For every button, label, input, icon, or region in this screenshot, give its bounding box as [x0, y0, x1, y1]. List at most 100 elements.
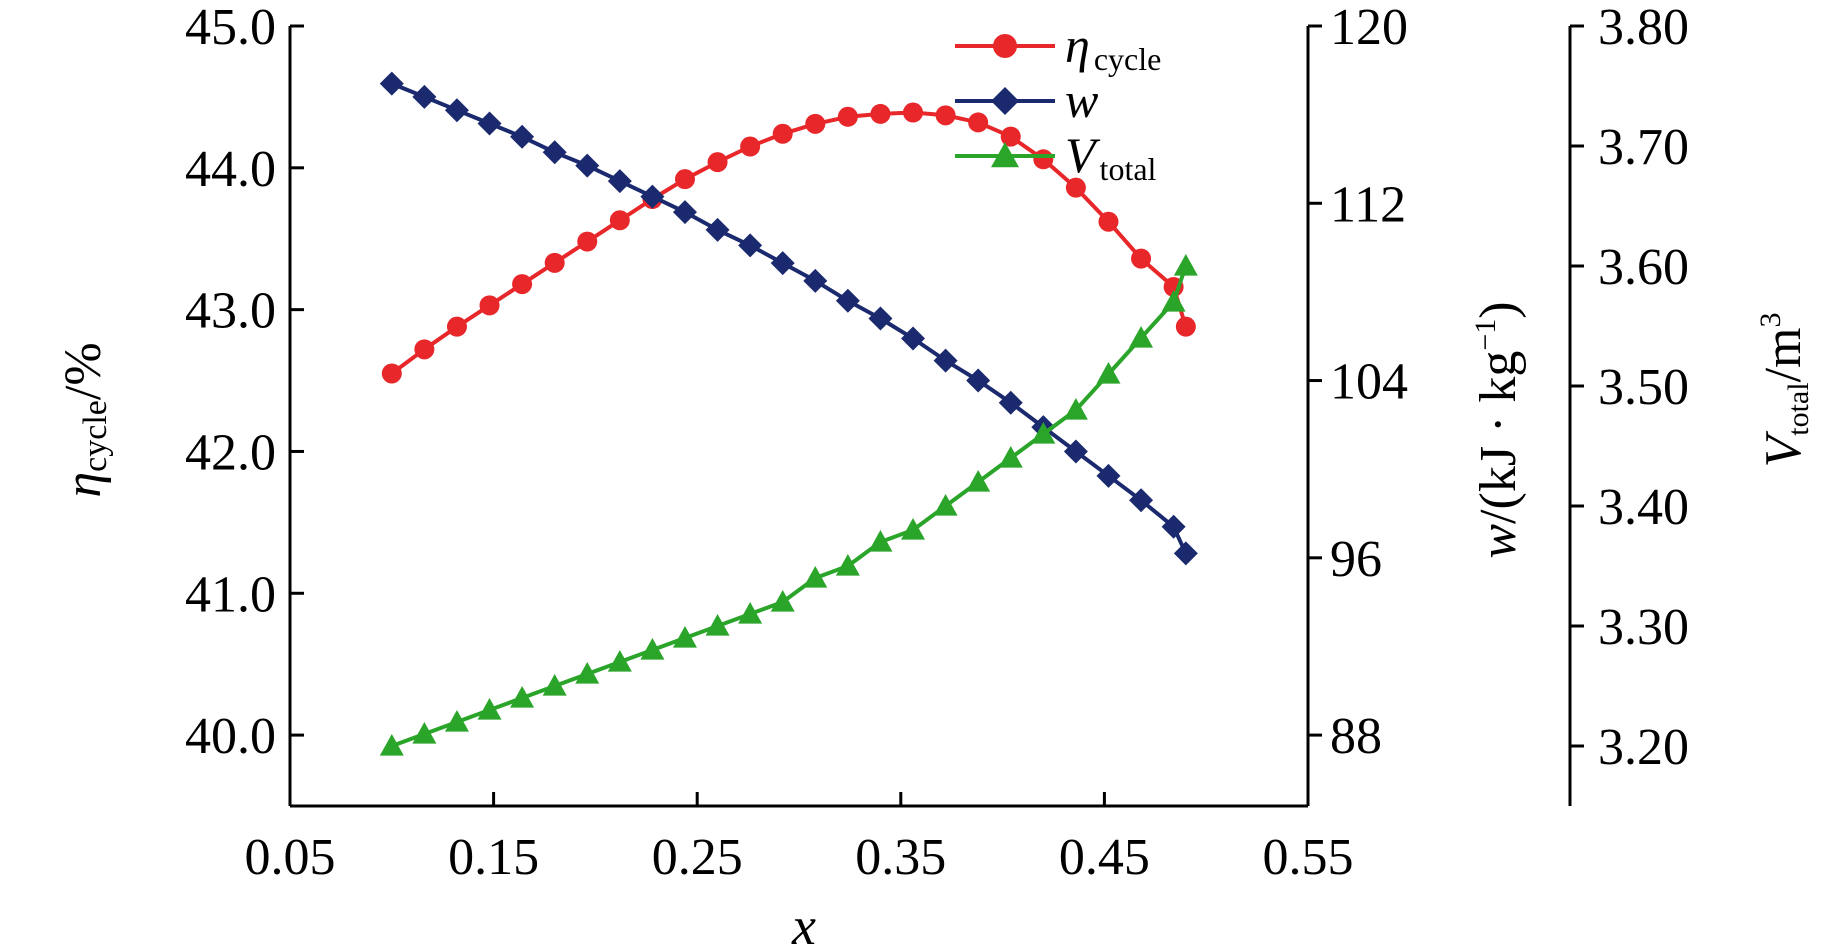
data-point-w — [1173, 541, 1198, 566]
data-point-w — [1161, 514, 1186, 539]
left-y-tick-label: 45.0 — [185, 0, 276, 56]
far-right-y-tick-label: 3.60 — [1598, 239, 1689, 296]
data-point-eta — [740, 136, 761, 157]
far-right-y-axis-label: Vtotal/m3 — [1754, 313, 1815, 468]
data-point-v — [998, 446, 1023, 468]
x-tick-label: 0.15 — [448, 829, 539, 886]
data-point-w — [607, 169, 632, 194]
data-point-w — [1129, 488, 1154, 513]
x-tick-label: 0.55 — [1263, 829, 1354, 886]
data-point-w — [640, 184, 665, 209]
right-y-tick-label: 96 — [1330, 531, 1382, 588]
data-point-eta — [512, 274, 533, 295]
left-y-tick-label: 43.0 — [185, 283, 276, 340]
data-point-eta — [1065, 177, 1086, 198]
data-point-v — [477, 698, 502, 720]
data-point-v — [1096, 362, 1121, 384]
data-point-v — [575, 662, 600, 684]
data-point-v — [901, 518, 926, 540]
x-tick-label: 0.45 — [1059, 829, 1150, 886]
data-point-v — [770, 590, 795, 612]
data-point-v — [868, 530, 893, 552]
data-point-eta — [772, 123, 793, 144]
data-point-w — [966, 368, 991, 393]
legend-swatch-marker — [993, 34, 1017, 58]
left-y-axis-label: ηcycle/% — [55, 342, 114, 497]
data-point-w — [835, 288, 860, 313]
data-point-eta — [674, 169, 695, 190]
data-point-w — [1063, 439, 1088, 464]
data-point-w — [738, 233, 763, 258]
data-point-w — [379, 71, 404, 96]
data-point-w — [477, 111, 502, 136]
right-y-tick-label: 88 — [1330, 708, 1382, 765]
data-point-eta — [1131, 248, 1152, 269]
data-point-eta — [707, 152, 728, 173]
data-point-v — [607, 650, 632, 672]
legend-label: w — [1065, 72, 1098, 128]
data-point-v — [672, 626, 697, 648]
x-tick-label: 0.25 — [652, 829, 743, 886]
data-point-eta — [609, 210, 630, 231]
data-point-v — [803, 566, 828, 588]
data-point-eta — [1175, 316, 1196, 337]
data-point-v — [640, 638, 665, 660]
data-point-v — [510, 686, 535, 708]
data-point-eta — [1033, 149, 1054, 170]
data-point-v — [966, 470, 991, 492]
left-y-tick-label: 40.0 — [185, 708, 276, 765]
data-point-v — [412, 722, 437, 744]
data-point-v — [1129, 326, 1154, 348]
left-y-tick-label: 44.0 — [185, 141, 276, 198]
data-point-eta — [1098, 211, 1119, 232]
far-right-y-tick-label: 3.50 — [1598, 359, 1689, 416]
data-point-eta — [1000, 126, 1021, 147]
left-y-tick-label: 41.0 — [185, 566, 276, 623]
data-point-w — [672, 200, 697, 225]
data-point-eta — [544, 252, 565, 273]
data-point-v — [542, 674, 567, 696]
data-point-w — [770, 251, 795, 276]
data-point-w — [444, 98, 469, 123]
legend-swatch-marker — [991, 142, 1019, 168]
data-point-eta — [479, 295, 500, 316]
right-y-tick-label: 112 — [1330, 176, 1406, 233]
right-y-tick-label: 120 — [1330, 0, 1408, 56]
series-v — [379, 254, 1198, 756]
legend-label: η cycle — [1065, 17, 1161, 77]
data-point-v — [705, 614, 730, 636]
data-point-w — [868, 306, 893, 331]
right-y-axis-label: w/(kJ · kg−1) — [1469, 301, 1527, 558]
data-point-w — [803, 268, 828, 293]
data-point-eta — [381, 363, 402, 384]
data-point-v — [1063, 398, 1088, 420]
data-point-eta — [903, 102, 924, 123]
series-w — [379, 71, 1198, 566]
data-point-eta — [577, 231, 598, 252]
data-point-v — [1031, 422, 1056, 444]
legend-swatch-marker — [991, 87, 1019, 115]
far-right-y-tick-label: 3.30 — [1598, 599, 1689, 656]
data-point-v — [933, 494, 958, 516]
data-point-w — [901, 326, 926, 351]
right-y-tick-label: 104 — [1330, 354, 1408, 411]
data-point-w — [510, 124, 535, 149]
data-point-w — [933, 348, 958, 373]
data-point-w — [575, 153, 600, 178]
far-right-y-tick-label: 3.80 — [1598, 0, 1689, 56]
x-tick-label: 0.05 — [245, 829, 336, 886]
x-tick-label: 0.35 — [855, 829, 946, 886]
x-axis-label: x — [791, 896, 816, 945]
far-right-y-tick-label: 3.20 — [1598, 719, 1689, 776]
data-point-eta — [968, 112, 989, 133]
series-line-v — [391, 265, 1188, 748]
data-point-w — [705, 217, 730, 242]
data-point-eta — [870, 103, 891, 124]
data-point-v — [738, 602, 763, 624]
data-point-eta — [446, 316, 467, 337]
data-point-w — [542, 140, 567, 165]
far-right-y-tick-label: 3.40 — [1598, 479, 1689, 536]
